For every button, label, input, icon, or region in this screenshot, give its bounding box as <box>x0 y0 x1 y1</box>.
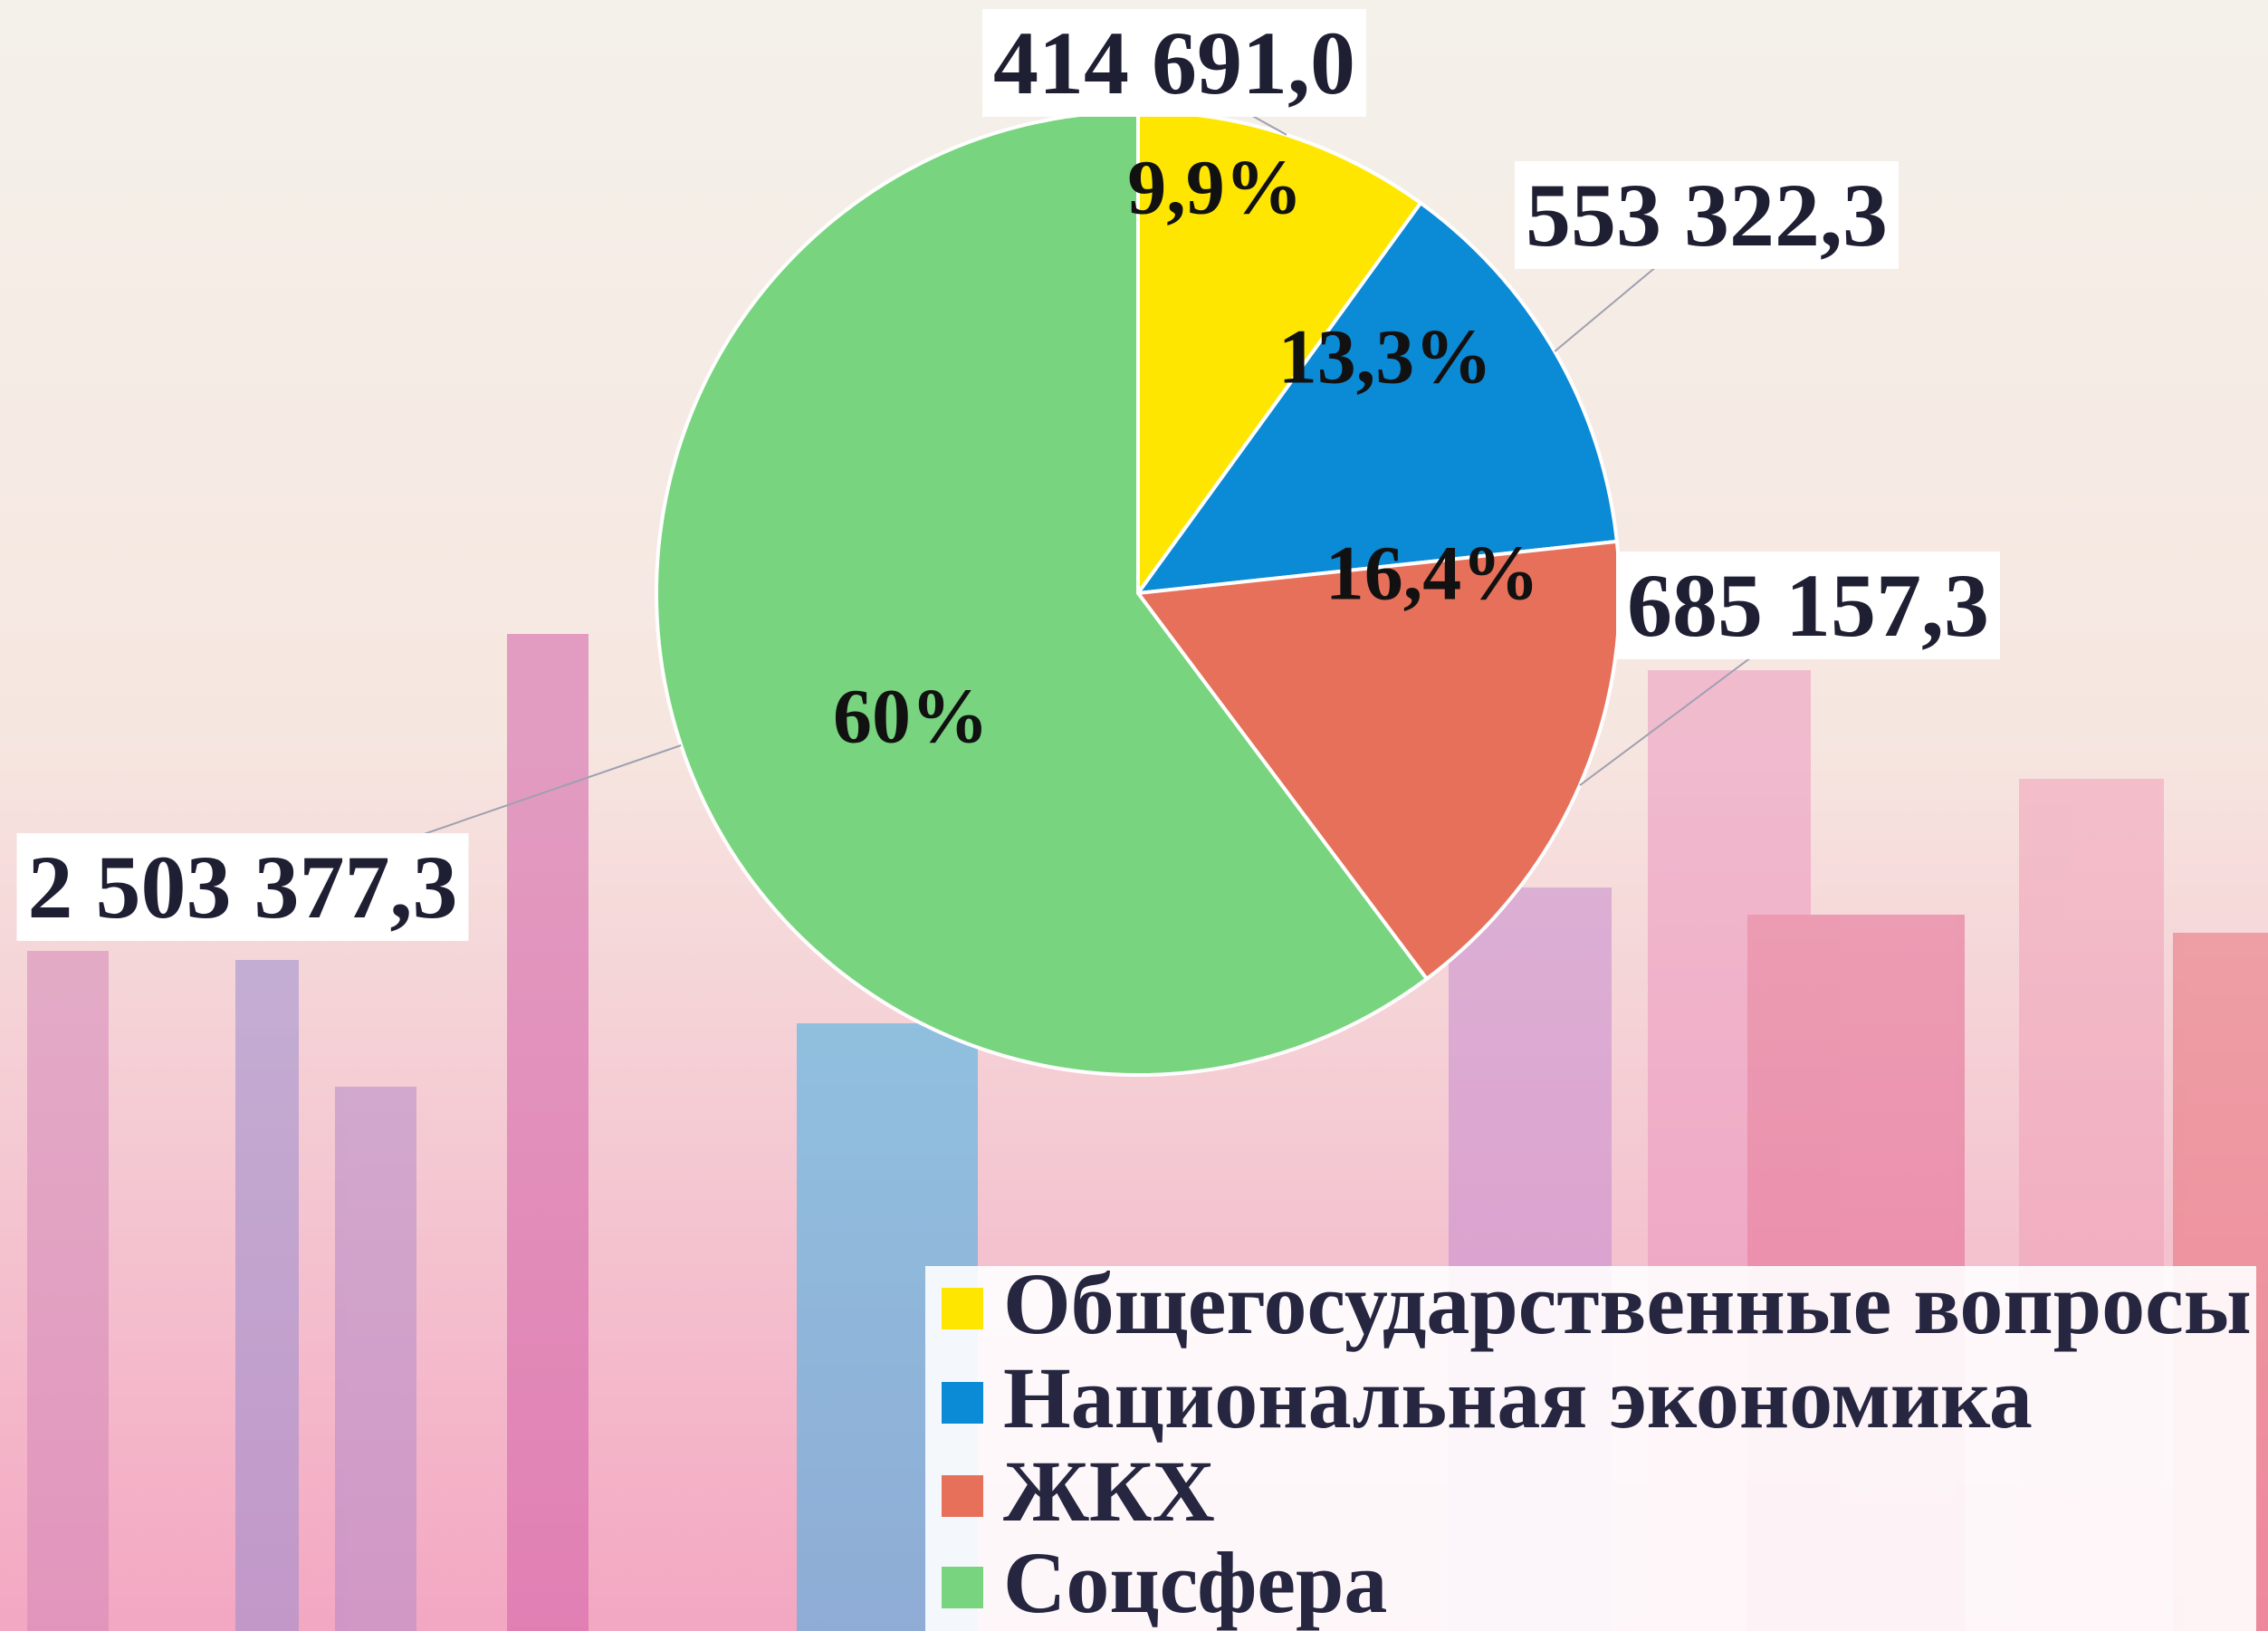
percentage-label: 16,4% <box>1325 530 1540 617</box>
percentage-label: 9,9% <box>1127 144 1303 231</box>
legend-swatch <box>942 1475 983 1517</box>
value-label-box <box>982 8 1366 117</box>
pie-slice <box>1134 200 1620 596</box>
legend-label: Национальная экономика <box>1003 1349 2033 1446</box>
value-label: 2 503 377,3 <box>28 837 458 937</box>
percentage-label: 60% <box>833 673 989 760</box>
pie-slice <box>655 109 1430 1077</box>
value-label: 414 691,0 <box>993 13 1355 113</box>
value-label: 685 157,3 <box>1627 555 1989 656</box>
legend-swatch <box>942 1382 983 1424</box>
legend-box <box>925 1266 2256 1631</box>
legend-swatch <box>942 1567 983 1608</box>
legend-label: Соцсфера <box>1003 1534 1387 1631</box>
legend-swatch <box>942 1288 983 1329</box>
percentage-label: 13,3% <box>1278 313 1493 400</box>
value-label-box <box>1515 160 1899 269</box>
value-label-box <box>1616 551 2000 659</box>
value-label: 553 322,3 <box>1526 165 1888 265</box>
legend-label: Общегосударственные вопросы <box>1003 1255 2252 1352</box>
legend-label: ЖКХ <box>1003 1443 1215 1540</box>
value-label-box <box>16 832 469 941</box>
